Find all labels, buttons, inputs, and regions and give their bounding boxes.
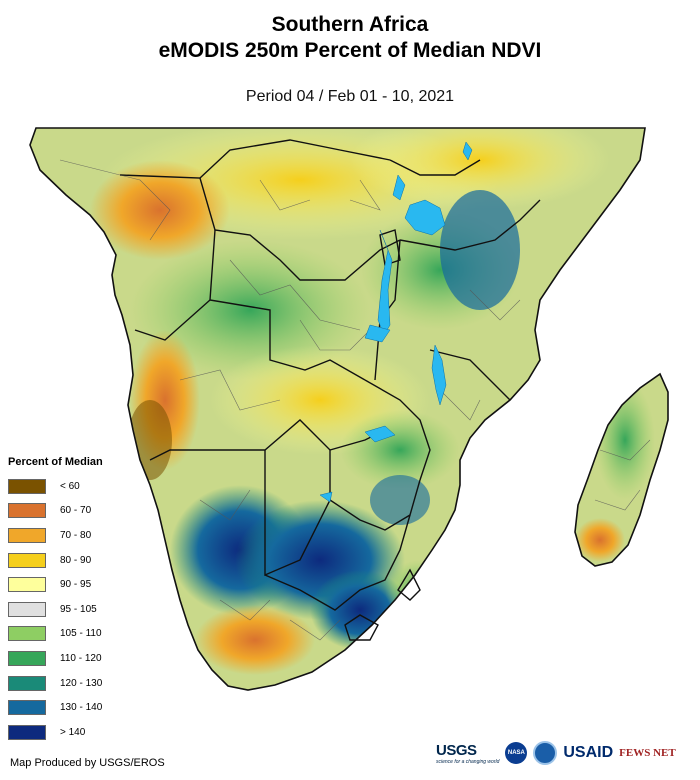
lake-kariba xyxy=(364,425,396,443)
country-borders xyxy=(119,139,541,641)
legend-swatch xyxy=(8,503,46,519)
ndvi-map xyxy=(29,127,669,691)
legend-title: Percent of Median xyxy=(8,456,103,468)
lake-turkana xyxy=(462,141,473,161)
credit-text: Map Produced by USGS/EROS xyxy=(10,757,165,769)
legend-swatch xyxy=(8,601,46,617)
coastline xyxy=(29,127,669,691)
legend-row: > 140 xyxy=(8,720,158,745)
legend-swatch xyxy=(8,700,46,716)
legend-row: 70 - 80 xyxy=(8,523,158,548)
usgs-tagline: science for a changing world xyxy=(436,758,500,765)
legend-label: 70 - 80 xyxy=(60,529,92,541)
legend-label: 120 - 130 xyxy=(60,677,103,689)
legend-swatch xyxy=(8,527,46,543)
legend-swatch xyxy=(8,675,46,691)
legend-row: 80 - 90 xyxy=(8,548,158,573)
lake-victoria xyxy=(404,199,446,236)
nasa-logo: NASA xyxy=(505,742,528,764)
usaid-logo: USAID xyxy=(563,744,614,761)
legend-swatch xyxy=(8,577,46,593)
legend: Percent of Median < 60 60 - 70 70 - 80 80 -… xyxy=(8,456,158,745)
map-period-subtitle: Period 04 / Feb 01 - 10, 2021 xyxy=(245,88,455,105)
legend-row: 105 - 110 xyxy=(8,622,158,647)
legend-row: 110 - 120 xyxy=(8,646,158,671)
map-title-line1: Southern Africa xyxy=(271,13,429,36)
legend-row: 120 - 130 xyxy=(8,671,158,696)
legend-label: > 140 xyxy=(60,726,86,738)
agency-logos: USGS science for a changing world NASA U… xyxy=(436,736,692,770)
legend-swatch xyxy=(8,552,46,568)
legend-row: 60 - 70 xyxy=(8,499,158,524)
legend-label: 90 - 95 xyxy=(60,579,92,591)
legend-row: 90 - 95 xyxy=(8,572,158,597)
lakes xyxy=(319,141,473,503)
legend-row: < 60 xyxy=(8,474,158,499)
fews-net-logo: FEWS NET xyxy=(619,747,676,759)
legend-label: 105 - 110 xyxy=(60,628,102,640)
legend-label: 110 - 120 xyxy=(60,652,102,664)
legend-label: 60 - 70 xyxy=(60,505,92,517)
legend-label: 80 - 90 xyxy=(60,554,92,566)
lake-malawi xyxy=(431,344,447,406)
makgadikgadi-pan xyxy=(319,491,333,503)
lake-kivu xyxy=(392,174,406,201)
admin-boundaries xyxy=(59,159,651,641)
lake-mweru xyxy=(364,324,391,343)
legend-swatch xyxy=(8,724,46,740)
seal-logo xyxy=(533,741,558,765)
legend-row: 130 - 140 xyxy=(8,695,158,720)
legend-swatch xyxy=(8,626,46,642)
legend-label: < 60 xyxy=(60,480,80,492)
usgs-logo-text: USGS xyxy=(436,741,477,759)
legend-swatch xyxy=(8,650,46,666)
usgs-logo: USGS science for a changing world xyxy=(436,742,499,765)
legend-label: 130 - 140 xyxy=(60,702,103,714)
legend-swatch xyxy=(8,478,46,494)
legend-row: 95 - 105 xyxy=(8,597,158,622)
legend-label: 95 - 105 xyxy=(60,603,97,615)
map-title-line2: eMODIS 250m Percent of Median NDVI xyxy=(158,39,542,62)
